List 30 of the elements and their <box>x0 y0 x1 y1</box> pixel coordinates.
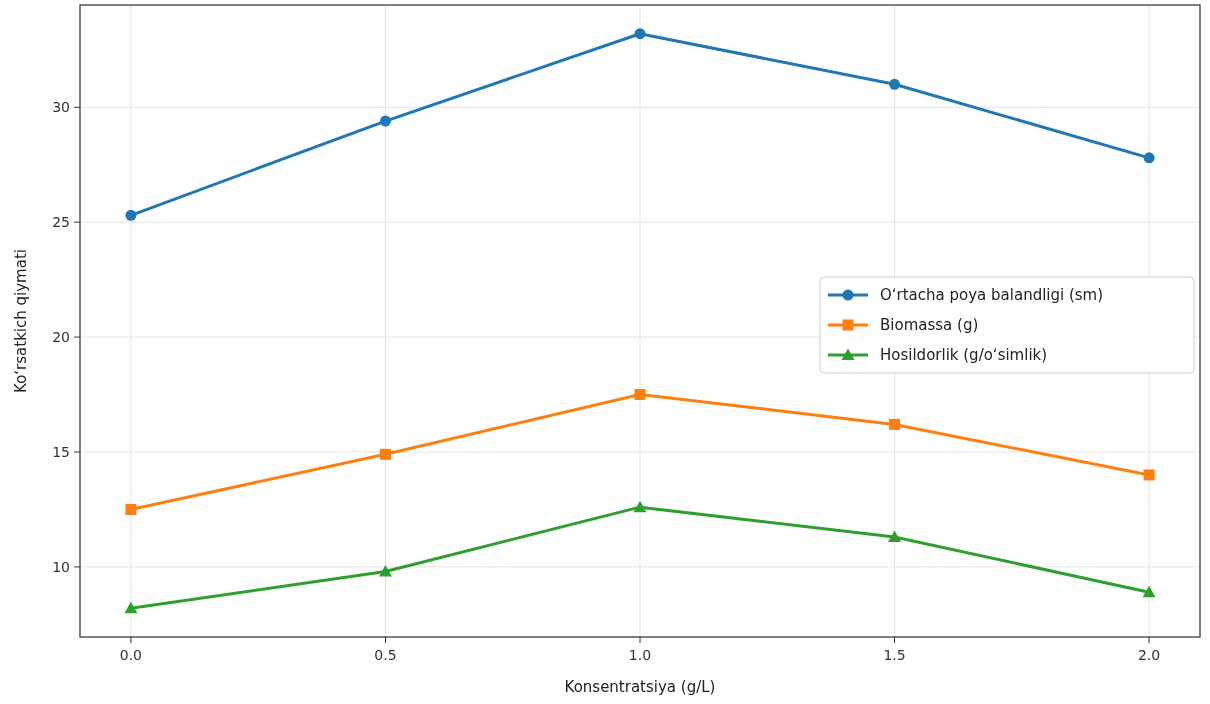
point <box>125 503 137 515</box>
point <box>124 601 138 614</box>
x-tick-label: 0.0 <box>119 647 143 663</box>
y-tick-label: 25 <box>52 214 70 231</box>
point <box>1142 585 1156 598</box>
point <box>889 418 901 430</box>
point <box>379 448 391 460</box>
y-tick-label: 30 <box>52 99 70 116</box>
point <box>1143 152 1155 164</box>
point <box>125 209 137 221</box>
x-tick-label: 2.0 <box>1137 647 1161 663</box>
y-tick-label: 15 <box>52 444 70 460</box>
point <box>378 565 392 577</box>
y-axis-title: Koʻrsatkich qiymati <box>12 249 30 393</box>
point <box>633 500 647 513</box>
point <box>889 78 901 90</box>
point <box>634 28 646 40</box>
legend-label: Oʻrtacha poya balandligi (sm) <box>880 286 1104 304</box>
legend-label: Biomassa (g) <box>880 316 979 334</box>
x-tick-label: 1.0 <box>628 647 652 663</box>
legend-label: Hosildorlik (g/oʻsimlik) <box>880 346 1048 364</box>
x-tick-label: 1.5 <box>883 647 906 663</box>
y-tick-label: 10 <box>52 558 70 575</box>
point <box>888 530 902 543</box>
x-axis-title: Konsentratsiya (g/L) <box>564 678 716 696</box>
y-tick-label: 20 <box>52 329 70 346</box>
x-tick-label: 0.5 <box>374 647 397 663</box>
point <box>634 389 646 401</box>
point <box>379 115 391 127</box>
point <box>1143 469 1155 481</box>
